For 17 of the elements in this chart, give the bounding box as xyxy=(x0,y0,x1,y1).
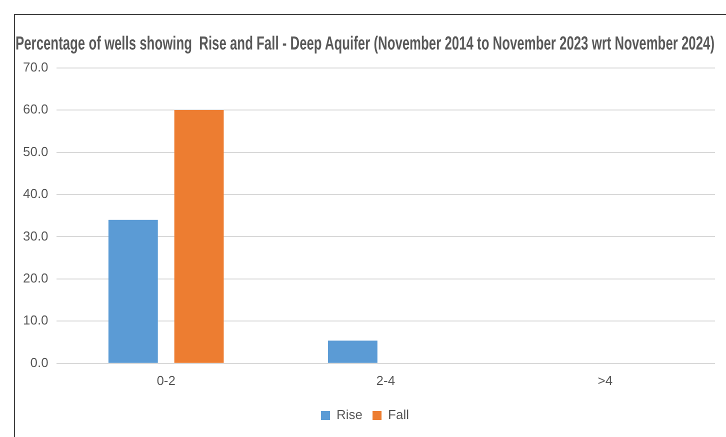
y-tick-label: 70.0 xyxy=(22,59,48,74)
legend-label: Rise xyxy=(336,407,363,422)
y-tick-label: 10.0 xyxy=(22,312,48,328)
y-tick-label: 60.0 xyxy=(22,102,48,117)
bar xyxy=(328,340,378,363)
bar xyxy=(174,110,224,363)
y-tick-label: 0.0 xyxy=(30,354,48,370)
x-tick-label: 2-4 xyxy=(376,372,396,388)
legend-label: Fall xyxy=(388,407,410,422)
y-tick-label: 20.0 xyxy=(22,270,48,286)
x-tick-label: >4 xyxy=(598,372,613,388)
y-tick-label: 50.0 xyxy=(22,144,48,159)
y-tick-label: 30.0 xyxy=(22,228,48,244)
y-tick-label: 40.0 xyxy=(22,186,48,202)
chart-title: Percentage of wells showing Rise and Fall - Deep Aquifer (November 2014 to November 2023 wrt November 2024) xyxy=(16,33,714,54)
bar xyxy=(108,220,158,363)
x-tick-label: 0-2 xyxy=(156,372,176,388)
